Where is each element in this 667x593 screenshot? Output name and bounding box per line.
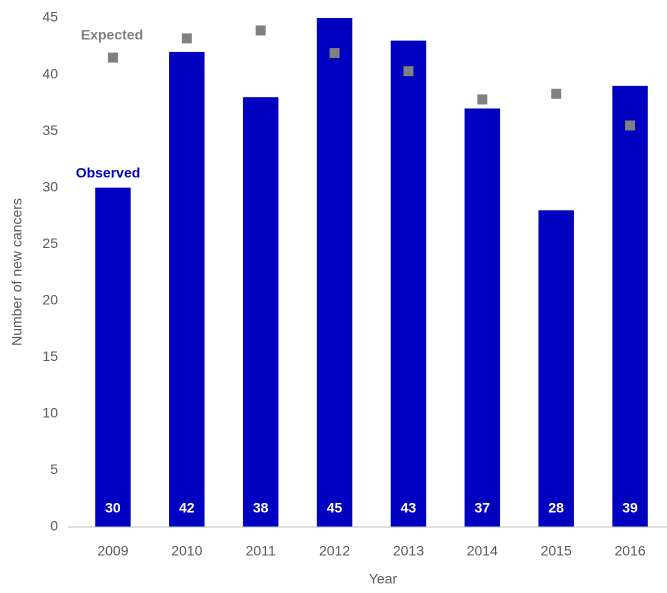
marker: [403, 66, 414, 77]
bar: [316, 18, 353, 527]
data-label: 28: [548, 500, 564, 516]
y-tick-label: 25: [42, 235, 58, 251]
x-tick-label: 2009: [97, 543, 128, 559]
marker: [625, 120, 636, 131]
bar: [464, 108, 501, 527]
data-label: 45: [327, 500, 343, 516]
y-tick-label: 35: [42, 122, 58, 138]
marker: [107, 52, 118, 63]
marker: [329, 48, 340, 59]
data-label: 37: [475, 500, 491, 516]
marker: [255, 25, 266, 36]
data-label: 30: [105, 500, 121, 516]
data-label: 42: [179, 500, 195, 516]
marker: [551, 88, 562, 99]
series-label: Observed: [76, 164, 141, 180]
bar: [95, 187, 131, 527]
bar: [612, 85, 648, 527]
data-label: 43: [401, 500, 417, 516]
bar: [390, 40, 427, 527]
x-tick-label: 2010: [171, 543, 202, 559]
data-label: 39: [622, 500, 638, 516]
x-tick-label: 2014: [467, 543, 498, 559]
y-tick-label: 15: [42, 348, 58, 364]
y-tick-label: 10: [42, 405, 58, 421]
x-tick-label: 2013: [393, 543, 424, 559]
y-tick-label: 20: [42, 291, 58, 307]
y-tick-label: 0: [50, 518, 58, 534]
data-label: 38: [253, 500, 269, 516]
x-tick-label: 2016: [614, 543, 645, 559]
bar: [169, 51, 205, 527]
y-tick-label: 40: [42, 65, 58, 81]
x-tick-label: 2011: [246, 543, 276, 559]
bar: [538, 210, 574, 528]
series-label: Expected: [81, 26, 143, 42]
marker: [181, 33, 192, 44]
x-axis-label: Year: [369, 571, 398, 587]
y-axis-label: Number of new cancers: [9, 198, 25, 346]
x-tick-label: 2012: [319, 543, 350, 559]
y-tick-label: 45: [42, 9, 58, 25]
x-tick-label: 2015: [541, 543, 572, 559]
marker: [477, 94, 488, 105]
bar: [242, 97, 279, 527]
y-tick-label: 5: [50, 461, 58, 477]
y-tick-label: 30: [42, 178, 58, 194]
